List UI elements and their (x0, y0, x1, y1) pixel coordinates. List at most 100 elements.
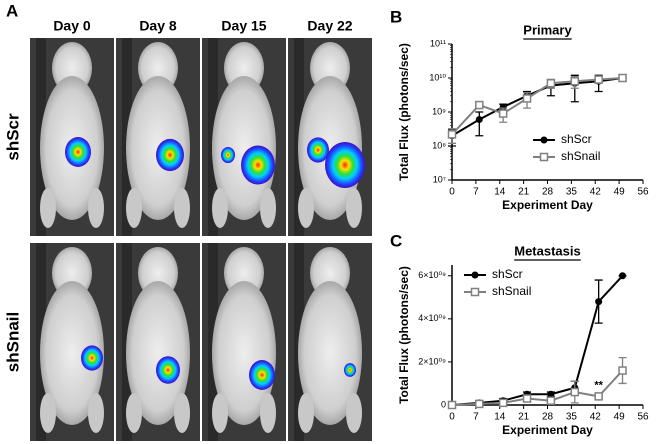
y-tick-label: 10¹¹ (430, 38, 446, 48)
mouse-leg (40, 188, 56, 228)
x-tick-label: 21 (518, 412, 530, 423)
marker (498, 109, 508, 118)
mouse-leg (260, 188, 276, 228)
x-tick-label: 0 (449, 187, 455, 198)
mouse-leg (126, 188, 142, 228)
x-tick-label: 49 (614, 187, 626, 198)
marker (522, 94, 532, 103)
mouse-body (126, 281, 190, 425)
x-tick-label: 28 (542, 187, 554, 198)
marker (475, 399, 484, 409)
y-tick-label: 10⁸ (432, 140, 446, 150)
y-tick-label: 4×10⁰⁹ (418, 313, 446, 323)
x-tick-label: 14 (494, 187, 506, 198)
bioluminescence (65, 137, 91, 167)
mouse-leg (212, 393, 228, 433)
mouse-leg (212, 188, 228, 228)
mouse-leg (346, 393, 362, 433)
chart-title: Metastasis (514, 243, 580, 258)
bioluminescence (325, 142, 365, 188)
marker (547, 390, 555, 398)
chart-title: Primary (523, 22, 572, 37)
column-label: Day 0 (53, 18, 91, 34)
marker (594, 75, 603, 84)
x-tick-label: 56 (637, 187, 649, 198)
x-axis-label: Experiment Day (502, 423, 593, 437)
row-label: shSnail (3, 312, 22, 372)
x-tick-label: 42 (590, 187, 602, 198)
mouse-leg (298, 393, 314, 433)
mouse-leg (40, 393, 56, 433)
y-axis-label: Total Flux (photons/sec) (397, 266, 411, 404)
x-tick-label: 35 (566, 187, 578, 198)
marker (498, 398, 508, 408)
y-tick-label: 10¹⁰ (429, 72, 446, 82)
column-label: Day 8 (139, 18, 177, 34)
mouse-leg (88, 393, 104, 433)
legend-marker (539, 152, 549, 162)
x-tick-label: 0 (449, 412, 455, 423)
marker (618, 366, 627, 375)
legend-label: shScr (561, 132, 592, 146)
mouse-leg (260, 393, 276, 433)
marker (499, 103, 507, 111)
marker (570, 77, 580, 86)
marker (522, 394, 532, 403)
y-axis-label: Total Flux (photons/sec) (397, 43, 411, 181)
legend-marker (471, 271, 479, 279)
column-label: Day 22 (307, 18, 352, 34)
charts: B Primary 0 7 14 21 28 35 42 49 56 10⁷ 10⁸ 10⁹ 10¹⁰ 10¹… (390, 7, 649, 437)
bioluminescence (307, 137, 329, 163)
row-label: shScr (3, 113, 22, 161)
mouse-leg (174, 393, 190, 433)
column-label: Day 15 (221, 18, 266, 34)
marker (619, 272, 627, 280)
y-tick-label: 10⁷ (433, 174, 446, 184)
mouse-leg (126, 393, 142, 433)
marker (594, 392, 603, 401)
marker (546, 79, 556, 88)
marker (475, 100, 484, 110)
y-tick-label: 6×10⁰⁹ (418, 270, 446, 280)
mouse-leg (174, 188, 190, 228)
x-tick-label: 21 (518, 187, 530, 198)
panel-label: A (6, 1, 18, 20)
mouse-body (298, 281, 362, 425)
y-tick-label: 2×10⁰⁹ (418, 356, 446, 366)
x-tick-label: 14 (494, 412, 506, 423)
bioluminescence (156, 138, 184, 172)
panel-a: Day 0 Day 8 Day 15 Day 22 shScr shSnail (3, 18, 372, 441)
bioluminescence (344, 363, 356, 377)
mouse-body (40, 281, 104, 425)
marker (475, 116, 483, 124)
y-tick-label: 0 (441, 399, 446, 409)
x-tick-label: 28 (542, 412, 554, 423)
marker (618, 73, 627, 83)
mouse-leg (298, 188, 314, 228)
legend-label: shSnail (492, 284, 531, 298)
bioluminescence (81, 345, 103, 371)
panel-label: B (390, 7, 402, 26)
legend-label: shScr (492, 267, 523, 281)
bioluminescence (156, 356, 180, 384)
marker (546, 396, 556, 405)
x-tick-label: 49 (614, 412, 626, 423)
x-axis-label: Experiment Day (502, 198, 593, 212)
annotation: ** (594, 380, 603, 392)
x-tick-label: 42 (590, 412, 602, 423)
x-tick-label: 7 (473, 187, 479, 198)
x-tick-label: 35 (566, 412, 578, 423)
panel-label: C (390, 231, 402, 250)
marker (570, 387, 580, 397)
marker (447, 400, 457, 410)
mouse-leg (346, 188, 362, 228)
x-tick-label: 7 (473, 412, 479, 423)
mouse-leg (88, 188, 104, 228)
legend-marker (540, 136, 548, 144)
x-tick-label: 56 (637, 412, 649, 423)
bioluminescence (221, 146, 235, 164)
marker (595, 298, 603, 306)
bioluminescence (249, 360, 275, 390)
marker (447, 130, 457, 139)
